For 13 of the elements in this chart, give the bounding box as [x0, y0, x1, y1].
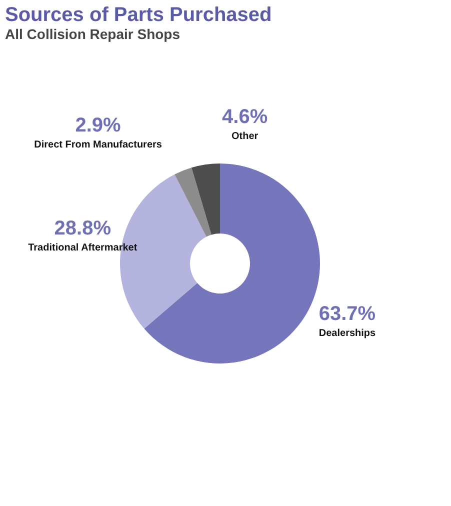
- data-label: 28.8%: [54, 217, 112, 240]
- slice-label: Other: [232, 130, 258, 142]
- donut-slice: [144, 164, 320, 364]
- chart-subtitle: All Collision Repair Shops: [5, 26, 180, 42]
- slice-label: Dealerships: [318, 328, 376, 339]
- slice-label: Direct From Manufacturers: [34, 139, 162, 150]
- data-label: 2.9%: [75, 114, 122, 136]
- slice-label: Traditional Aftermarket: [28, 242, 138, 254]
- donut-slice: [192, 164, 220, 235]
- data-label: 4.6%: [222, 106, 268, 128]
- chart-title: Sources of Parts Purchased: [5, 4, 272, 26]
- donut-slice: [174, 168, 212, 237]
- data-label: 63.7%: [318, 302, 376, 325]
